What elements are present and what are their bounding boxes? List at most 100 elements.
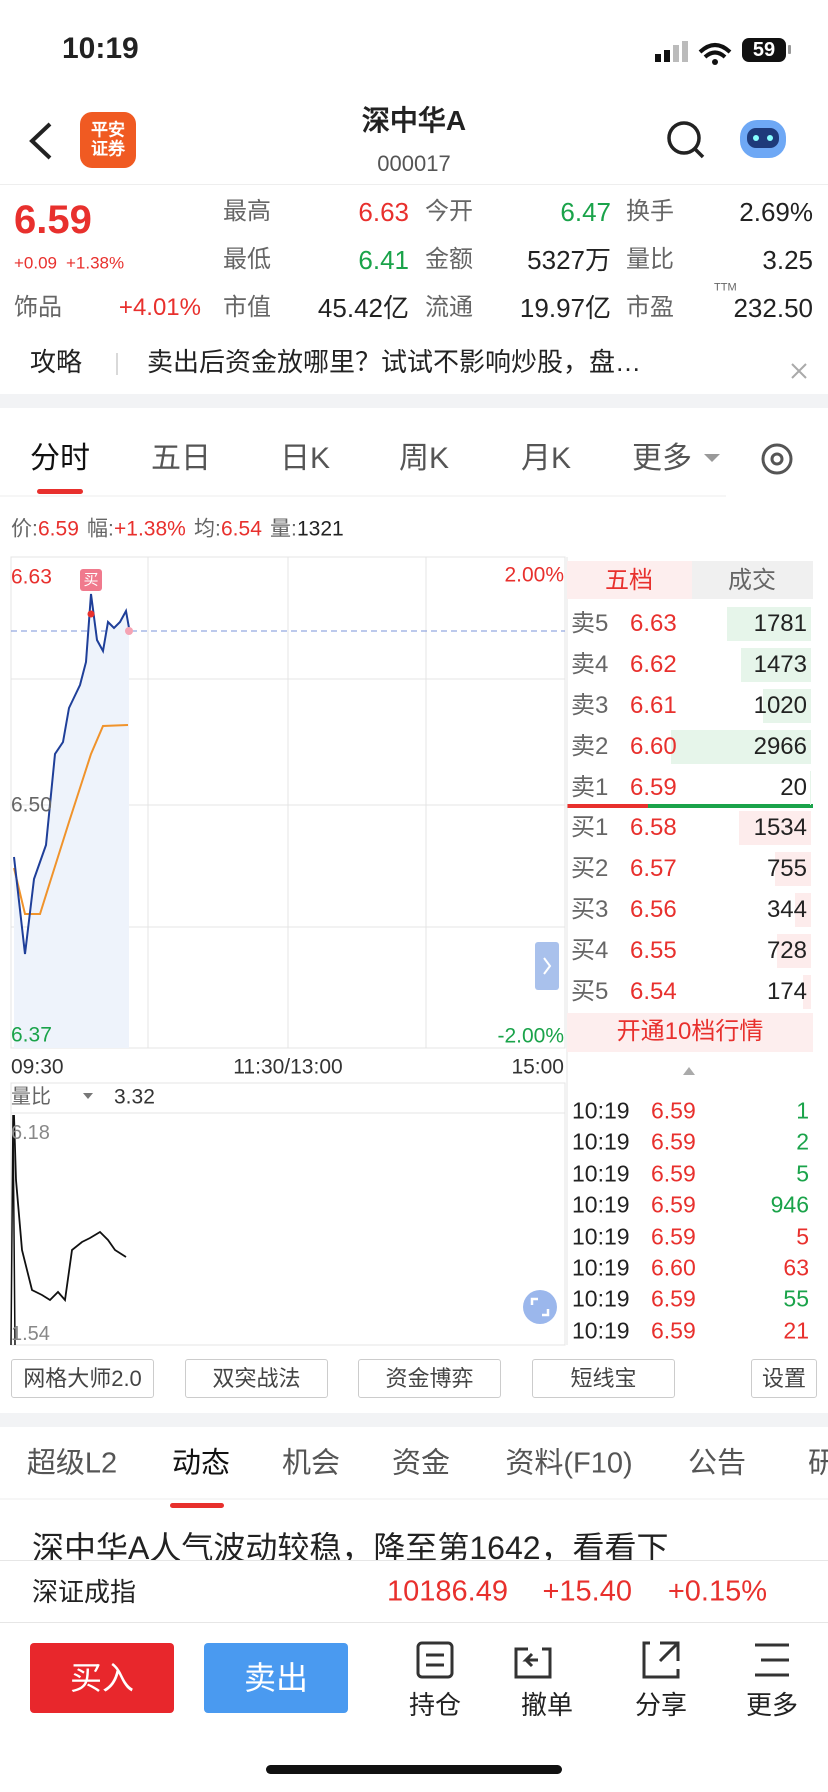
axis-label: 1.54 [11, 1323, 50, 1345]
book-volume: 755 [766, 855, 807, 882]
chart-tab[interactable]: 月K [520, 442, 572, 475]
book-tab[interactable]: 五档 [605, 567, 653, 594]
volume-bar [794, 893, 811, 927]
news-tab[interactable]: 资料(F10) [505, 1447, 633, 1480]
tool-button[interactable] [751, 1359, 817, 1398]
status-time: 10:19 [62, 32, 139, 65]
book-level: 买2 [571, 855, 609, 882]
chart-tab[interactable]: 五日 [151, 442, 211, 475]
volume-bar [762, 689, 811, 723]
ratio-value: 3.32 [114, 1085, 155, 1109]
battery-icon [742, 38, 786, 62]
info-value: 6.59 [38, 517, 79, 541]
price-line [13, 593, 130, 955]
trade-price: 6.59 [651, 1223, 696, 1250]
stat-label: 市值 [223, 294, 271, 321]
news-tab[interactable]: 研 [808, 1447, 828, 1480]
dropdown-icon [704, 454, 720, 462]
axis-label: 6.37 [11, 1023, 52, 1047]
upgrade-button[interactable]: 开通10档行情 [616, 1018, 764, 1045]
banner-text[interactable]: 卖出后资金放哪里？试试不影响炒股，盘… [147, 347, 642, 377]
index-change: +15.40 [542, 1575, 632, 1608]
book-level: 买5 [571, 978, 609, 1005]
sell-button[interactable] [204, 1643, 348, 1713]
news-tab[interactable]: 公告 [687, 1447, 747, 1480]
buy-button[interactable] [30, 1643, 174, 1713]
trade-price: 6.60 [651, 1254, 696, 1281]
trade-volume: 63 [783, 1254, 809, 1281]
tool-button[interactable] [358, 1359, 501, 1398]
stock-name: 深中华A [361, 105, 467, 136]
axis-label: 6.63 [11, 565, 52, 589]
news-headline[interactable]: 深中华A人气波动较稳，降至第1642，看看下 [32, 1530, 669, 1560]
toolbar-button[interactable]: 持仓 [408, 1690, 462, 1720]
battery-level: 59 [752, 39, 776, 61]
chart-tab[interactable]: 分时 [30, 442, 90, 475]
ratio-label: 量比 [11, 1086, 51, 1108]
tool-button[interactable] [185, 1359, 328, 1398]
info-label: 幅: [87, 517, 114, 541]
volume-bar [741, 648, 811, 682]
trade-volume: 55 [783, 1285, 809, 1312]
book-level: 买4 [571, 937, 609, 964]
volume-bar [726, 607, 811, 641]
book-price: 6.63 [630, 610, 677, 637]
sell-button[interactable]: 卖出 [243, 1660, 309, 1696]
toolbar-button[interactable]: 更多 [745, 1690, 799, 1720]
axis-label: -2.00% [497, 1024, 564, 1048]
tool-button[interactable]: 短线宝 [570, 1366, 637, 1391]
trade-time: 10:19 [572, 1097, 630, 1124]
trade-time: 10:19 [572, 1128, 630, 1155]
trade-marker [87, 610, 95, 618]
book-price: 6.59 [630, 774, 677, 801]
toolbar-button[interactable]: 分享 [634, 1690, 688, 1720]
axis-label: 6.50 [11, 793, 52, 817]
search-button[interactable] [667, 121, 701, 155]
news-tab[interactable]: 资金 [391, 1447, 451, 1480]
tool-button[interactable]: 设置 [761, 1366, 807, 1391]
chart-tab[interactable]: 日K [279, 442, 331, 475]
stock-code: 000017 [377, 151, 451, 176]
news-tab[interactable]: 机会 [281, 1447, 341, 1480]
trade-price: 6.59 [651, 1285, 696, 1312]
book-level: 卖1 [571, 774, 609, 801]
expand-button[interactable] [535, 942, 559, 990]
tool-button[interactable]: 资金博弈 [385, 1366, 474, 1391]
back-button[interactable] [29, 122, 52, 160]
chart-grid [10, 556, 566, 1346]
tool-button[interactable]: 双突战法 [212, 1366, 301, 1391]
buy-button[interactable]: 买入 [69, 1660, 135, 1696]
ratio-line [10, 1114, 16, 1346]
book-volume: 1781 [753, 610, 807, 637]
book-volume: 2966 [753, 733, 807, 760]
stat-value: 19.97亿 [519, 293, 611, 323]
book-price: 6.55 [630, 937, 677, 964]
book-volume: 1473 [753, 651, 807, 678]
news-tab[interactable]: 超级L2 [26, 1447, 118, 1480]
headline-clip: 深中华A人气波动较稳，降至第1642，看看下 [0, 1518, 828, 1560]
search-button[interactable] [693, 147, 705, 159]
stat-label-sup: TTM [714, 281, 737, 294]
tool-button[interactable]: 网格大师2.0 [23, 1366, 142, 1391]
fullscreen-button[interactable] [523, 1290, 557, 1324]
tool-button[interactable] [11, 1359, 154, 1398]
chart-tab[interactable]: 周K [398, 442, 450, 475]
index-pct: +0.15% [667, 1575, 767, 1608]
chart-tab[interactable]: 更多 [632, 442, 692, 475]
trade-time: 10:19 [572, 1223, 630, 1250]
tool-button[interactable] [532, 1359, 675, 1398]
settings-button[interactable] [761, 443, 793, 475]
separator [0, 394, 828, 408]
upgrade-button[interactable] [567, 1013, 813, 1052]
book-tab[interactable]: 成交 [728, 567, 776, 594]
trade-price: 6.59 [651, 1160, 696, 1187]
close-button[interactable] [791, 363, 807, 379]
stat-label: 最低 [223, 246, 271, 273]
scroll-up-icon[interactable] [683, 1067, 695, 1075]
news-tab[interactable]: 动态 [171, 1447, 231, 1480]
banner-tag: 攻略 [30, 347, 83, 377]
toolbar-button[interactable]: 撤单 [520, 1690, 574, 1720]
price-area [14, 594, 129, 1048]
volume-bar [810, 771, 811, 805]
